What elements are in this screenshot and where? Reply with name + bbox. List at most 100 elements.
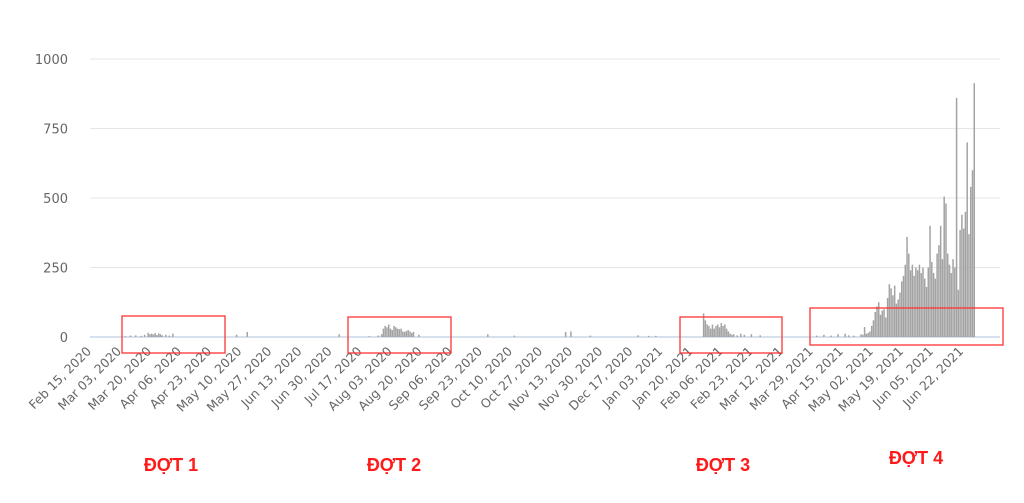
y-tick-label: 0 [60,331,68,346]
bar [899,292,901,337]
wave-1-box [121,315,226,354]
bar [172,333,174,337]
bar [865,333,868,337]
bar [165,334,167,337]
bar [750,334,753,337]
bar [881,310,884,337]
bar [932,273,935,337]
bar [140,335,142,337]
bar [727,331,730,337]
bar [380,334,383,337]
bar [159,334,162,337]
bar [655,335,657,337]
bar [971,170,974,337]
bar [154,333,156,337]
bar [906,236,908,337]
bar [637,335,639,337]
bar [964,211,967,337]
bar [720,323,723,337]
bar [725,328,728,337]
bar [893,285,896,337]
y-tick-label: 1000 [35,53,68,68]
bar [957,289,960,337]
bar [945,203,947,337]
bar [235,334,238,337]
bar [823,334,825,337]
y-axis-ticks: 0 250 500 750 1000 [35,53,68,346]
bar [564,331,567,337]
bar [158,333,160,337]
bar [869,331,871,337]
bar [913,275,915,337]
bar [885,317,887,337]
wave-2-box [347,316,452,354]
bar [959,229,961,337]
bar [715,325,717,337]
bar [908,253,910,337]
wave-2-label: ĐỢT 2 [366,455,422,475]
bar [377,335,379,337]
wave-3-box [679,316,783,354]
bar [920,273,922,337]
bar [870,325,873,337]
bar [412,331,415,337]
bar [410,332,413,337]
bars [124,83,976,337]
bar [729,333,731,337]
bar [962,228,965,337]
wave-1-label: ĐỢT 1 [143,455,199,475]
bar [395,327,397,337]
bar [513,335,516,337]
bar [900,281,903,337]
bar [129,335,132,337]
bar [931,261,933,337]
bar [816,335,818,337]
bar [897,299,899,337]
bar [830,335,832,337]
wave-4-box [809,307,1004,346]
bar [722,325,724,337]
bar [918,264,921,337]
wave-3-label: ĐỢT 3 [695,455,751,475]
bar [890,288,892,337]
bar [732,334,735,337]
bar [389,328,392,337]
bar [966,142,968,337]
bar [409,331,411,337]
bar [941,259,944,337]
bar [877,302,880,337]
bar [384,325,386,337]
gridlines [90,58,1000,338]
bar [860,334,862,337]
bar [902,275,905,337]
bar [950,273,953,337]
bar [736,335,738,337]
bar [161,335,164,337]
bar [396,328,399,337]
bar [955,97,958,337]
bar [883,309,885,337]
bar [874,311,876,337]
bar [152,334,155,337]
y-tick-label: 500 [43,192,68,207]
bar [708,325,710,337]
bar [743,334,746,337]
bar [487,334,489,337]
bar [946,253,949,337]
bar [961,214,963,337]
bar [892,295,894,337]
bar [407,330,409,337]
bar [969,186,972,337]
bar [925,286,928,337]
bar [150,333,153,337]
bar [973,83,976,337]
bar [648,335,650,337]
bar [740,333,742,337]
bar [968,234,970,337]
bar [939,225,942,337]
bar [927,267,930,337]
bar [847,335,850,337]
bar [724,324,726,337]
